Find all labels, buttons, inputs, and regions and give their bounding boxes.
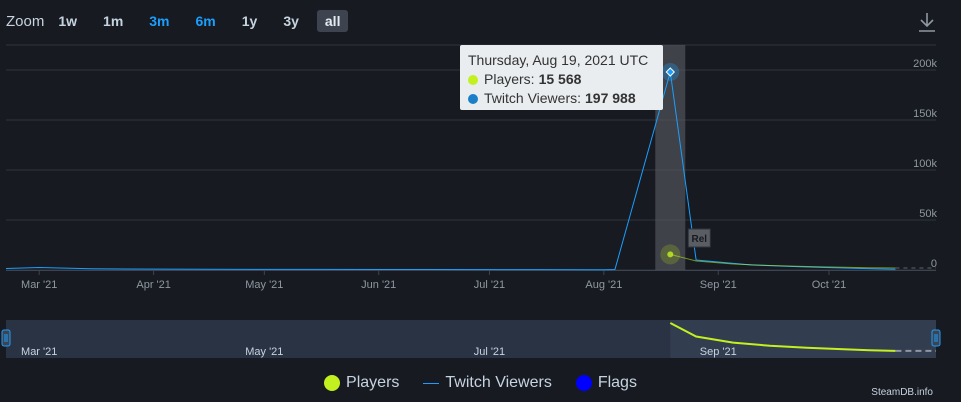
players-dot-icon xyxy=(468,74,478,85)
twitch-viewers-point xyxy=(665,67,675,77)
x-tick-label: Jun '21 xyxy=(361,279,396,291)
y-tick-label: 0 xyxy=(931,258,937,270)
legend: Players Twitch Viewers Flags xyxy=(0,374,961,392)
flag-label: Rel xyxy=(692,234,708,245)
x-tick-label: Aug '21 xyxy=(585,279,622,291)
y-axis-labels: 0 50k 100k 150k 200k xyxy=(913,58,937,270)
tooltip-viewers-label: Twitch Viewers: xyxy=(484,90,581,106)
flags-legend-icon xyxy=(575,375,592,391)
legend-item-players[interactable]: Players xyxy=(324,374,399,392)
viewers-dot-icon xyxy=(468,93,478,104)
handle-body xyxy=(1,329,11,347)
tooltip-players-row: Players: 15 568 xyxy=(468,70,655,89)
y-tick-label: 200k xyxy=(913,58,937,70)
navigator-tick-label: Jul '21 xyxy=(474,346,505,358)
navigator-right-handle[interactable] xyxy=(931,329,941,347)
tooltip-date: Thursday, Aug 19, 2021 UTC xyxy=(468,52,649,68)
players-legend-icon xyxy=(324,375,341,391)
navigator-tick-label: May '21 xyxy=(245,346,283,358)
x-axis-labels: Mar '21 Apr '21 May '21 Jun '21 Jul '21 Aug '… xyxy=(6,270,936,291)
tooltip: Thursday, Aug 19, 2021 UTC Players: 15 5… xyxy=(460,45,663,110)
flag-marker xyxy=(687,228,711,248)
download-icon[interactable] xyxy=(915,10,939,34)
twitch-viewers-line xyxy=(5,71,896,271)
flags-layer: Rel xyxy=(687,228,711,248)
players-line xyxy=(670,253,896,269)
zoom-label: Zoom xyxy=(6,12,45,30)
legend-label-players: Players xyxy=(346,374,400,391)
twitch-viewers-legend-icon xyxy=(423,382,440,384)
navigator[interactable]: Mar '21 May '21 Jul '21 Sep '21 xyxy=(1,320,941,358)
navigator-tick-label: Mar '21 xyxy=(21,346,57,358)
tooltip-players-value: 15 568 xyxy=(538,71,582,87)
navigator-players-line xyxy=(669,322,896,352)
zoom-button-all[interactable]: all xyxy=(316,10,349,32)
x-tick-label: Sep '21 xyxy=(700,279,737,291)
zoom-button-6m[interactable]: 6m xyxy=(195,13,216,29)
x-tick-label: Jul '21 xyxy=(474,279,505,291)
credit-text[interactable]: SteamDB.info xyxy=(871,387,933,398)
tooltip-viewers-value: 197 988 xyxy=(585,90,636,106)
tooltip-viewers-row: Twitch Viewers: 197 988 xyxy=(468,89,655,108)
y-tick-label: 100k xyxy=(913,158,937,170)
y-tick-label: 150k xyxy=(913,108,937,120)
legend-label-twitch-viewers: Twitch Viewers xyxy=(445,374,552,391)
navigator-tick-label: Sep '21 xyxy=(700,346,737,358)
players-point xyxy=(667,251,674,258)
tooltip-players-label: Players: xyxy=(484,71,535,87)
zoom-button-1w[interactable]: 1w xyxy=(58,13,78,29)
y-tick-label: 50k xyxy=(919,208,937,220)
zoom-button-1y[interactable]: 1y xyxy=(241,13,258,29)
handle-body xyxy=(931,329,941,347)
series-twitch-viewers xyxy=(5,63,896,271)
zoom-button-3y[interactable]: 3y xyxy=(283,13,299,29)
zoom-button-1m[interactable]: 1m xyxy=(103,13,124,29)
legend-item-flags[interactable]: Flags xyxy=(575,374,637,392)
navigator-left-handle[interactable] xyxy=(1,329,11,347)
zoom-button-3m[interactable]: 3m xyxy=(149,13,170,29)
x-tick-label: Mar '21 xyxy=(21,279,57,291)
series-players xyxy=(660,244,936,269)
legend-label-flags: Flags xyxy=(597,374,637,391)
x-tick-label: Apr '21 xyxy=(136,279,171,291)
legend-item-twitch-viewers[interactable]: Twitch Viewers xyxy=(423,374,552,392)
x-tick-label: Oct '21 xyxy=(812,279,847,291)
x-tick-label: May '21 xyxy=(245,279,283,291)
zoom-bar: Zoom 1w 1m 3m 6m 1y 3y all xyxy=(6,9,358,33)
